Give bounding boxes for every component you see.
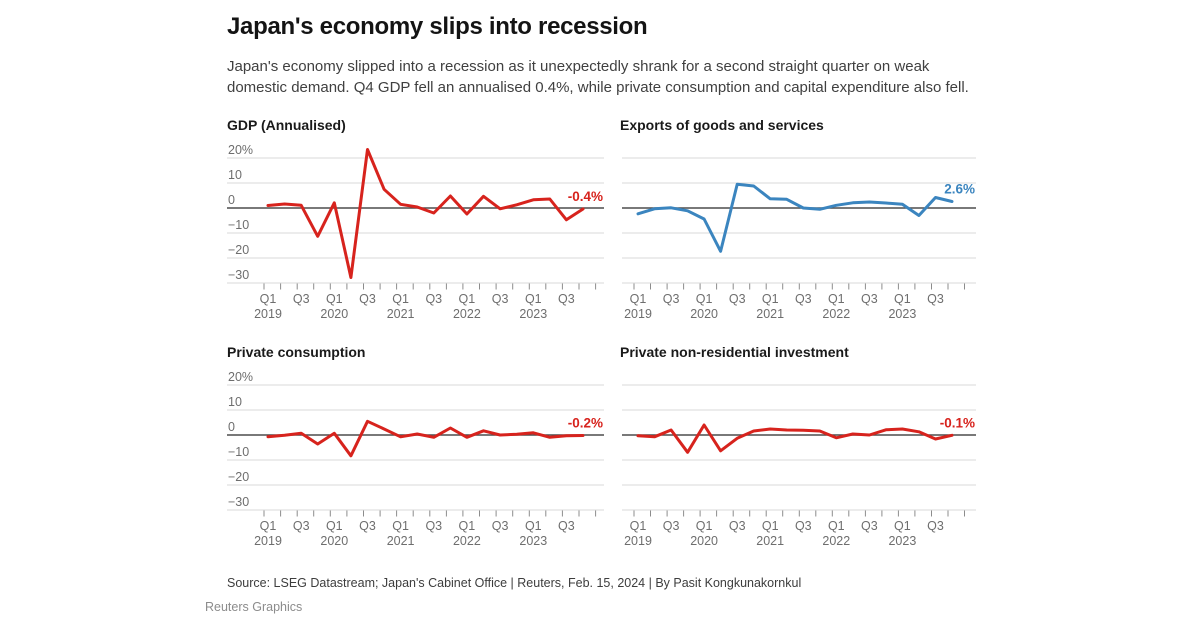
svg-text:Q3: Q3: [729, 519, 746, 533]
svg-text:20%: 20%: [228, 143, 253, 157]
svg-text:Q3: Q3: [492, 292, 509, 306]
svg-text:Q3: Q3: [927, 292, 944, 306]
chart-private-investment: Private non-residential investment Q1 201…: [620, 344, 977, 551]
svg-text:Q1: Q1: [525, 292, 542, 306]
svg-text:Q3: Q3: [293, 292, 310, 306]
svg-text:Q1: Q1: [459, 292, 476, 306]
svg-text:0: 0: [228, 420, 235, 434]
svg-text:Q3: Q3: [558, 292, 575, 306]
svg-text:2022: 2022: [453, 534, 481, 548]
svg-text:Q1: Q1: [326, 292, 343, 306]
svg-text:2019: 2019: [254, 534, 282, 548]
svg-text:Q1: Q1: [630, 519, 647, 533]
svg-text:Q1: Q1: [762, 292, 779, 306]
svg-text:Q3: Q3: [861, 519, 878, 533]
chart-exports: Exports of goods and services Q1 2019 Q3 Q1…: [620, 117, 977, 324]
svg-text:20%: 20%: [228, 370, 253, 384]
chart-title-investment: Private non-residential investment: [620, 344, 849, 360]
chart-title-gdp: GDP (Annualised): [227, 117, 346, 133]
svg-text:Q3: Q3: [492, 519, 509, 533]
svg-text:10: 10: [228, 395, 242, 409]
svg-text:2023: 2023: [519, 534, 547, 548]
svg-text:Q1: Q1: [762, 519, 779, 533]
chart-title-exports: Exports of goods and services: [620, 117, 824, 133]
svg-text:Q3: Q3: [558, 519, 575, 533]
page-subtitle: Japan's economy slipped into a recession…: [227, 58, 969, 96]
svg-text:2023: 2023: [888, 307, 916, 321]
svg-text:-0.1%: -0.1%: [940, 415, 975, 430]
svg-text:Q1: Q1: [894, 292, 911, 306]
svg-text:-0.4%: -0.4%: [568, 189, 603, 204]
svg-text:2020: 2020: [690, 307, 718, 321]
svg-text:2020: 2020: [320, 307, 348, 321]
svg-text:2021: 2021: [756, 534, 784, 548]
svg-text:2019: 2019: [254, 307, 282, 321]
chart-title-consumption: Private consumption: [227, 344, 366, 360]
svg-text:Q3: Q3: [663, 292, 680, 306]
svg-text:−10: −10: [228, 218, 249, 232]
svg-text:−20: −20: [228, 470, 249, 484]
svg-text:−10: −10: [228, 445, 249, 459]
svg-text:Q1: Q1: [260, 519, 277, 533]
svg-text:10: 10: [228, 168, 242, 182]
svg-text:-0.2%: -0.2%: [568, 416, 603, 431]
svg-text:Q1: Q1: [392, 519, 409, 533]
svg-text:Q1: Q1: [459, 519, 476, 533]
svg-text:2022: 2022: [453, 307, 481, 321]
svg-text:Q1: Q1: [525, 519, 542, 533]
svg-text:2022: 2022: [822, 307, 850, 321]
svg-text:Q3: Q3: [359, 519, 376, 533]
svg-text:2021: 2021: [387, 534, 415, 548]
svg-text:2019: 2019: [624, 307, 652, 321]
svg-text:Q3: Q3: [425, 519, 442, 533]
svg-text:Q3: Q3: [729, 292, 746, 306]
chart-gdp-annualised: GDP (Annualised) 20% 10 0 −10 −20 −30 Q1 2019 Q3…: [227, 117, 605, 324]
svg-text:Q1: Q1: [326, 519, 343, 533]
svg-text:Q3: Q3: [795, 519, 812, 533]
svg-text:−20: −20: [228, 243, 249, 257]
svg-text:2022: 2022: [822, 534, 850, 548]
svg-text:Q1: Q1: [696, 519, 713, 533]
svg-text:Q3: Q3: [861, 292, 878, 306]
page-title: Japan's economy slips into recession: [227, 13, 648, 40]
svg-text:Q3: Q3: [795, 292, 812, 306]
svg-text:2021: 2021: [387, 307, 415, 321]
chart-private-consumption: Private consumption 20% 10 0 −10 −20 −30 Q1 201…: [227, 344, 605, 551]
svg-text:Q1: Q1: [696, 292, 713, 306]
svg-text:2020: 2020: [690, 534, 718, 548]
svg-text:Q1: Q1: [630, 292, 647, 306]
svg-text:Q3: Q3: [927, 519, 944, 533]
svg-text:Q3: Q3: [425, 292, 442, 306]
svg-text:2020: 2020: [320, 534, 348, 548]
svg-text:Q1: Q1: [828, 292, 845, 306]
svg-text:Q3: Q3: [359, 292, 376, 306]
svg-text:Q3: Q3: [663, 519, 680, 533]
svg-text:2.6%: 2.6%: [944, 182, 975, 197]
svg-text:−30: −30: [228, 268, 249, 282]
source-line: Source: LSEG Datastream; Japan's Cabinet…: [227, 576, 802, 590]
svg-text:Q1: Q1: [260, 292, 277, 306]
svg-text:Q1: Q1: [894, 519, 911, 533]
svg-text:0: 0: [228, 193, 235, 207]
svg-text:Q1: Q1: [392, 292, 409, 306]
credit-line: Reuters Graphics: [205, 600, 303, 614]
svg-text:2019: 2019: [624, 534, 652, 548]
svg-text:2023: 2023: [519, 307, 547, 321]
svg-text:2023: 2023: [888, 534, 916, 548]
svg-text:Q1: Q1: [828, 519, 845, 533]
svg-text:−30: −30: [228, 495, 249, 509]
svg-text:Q3: Q3: [293, 519, 310, 533]
svg-text:2021: 2021: [756, 307, 784, 321]
